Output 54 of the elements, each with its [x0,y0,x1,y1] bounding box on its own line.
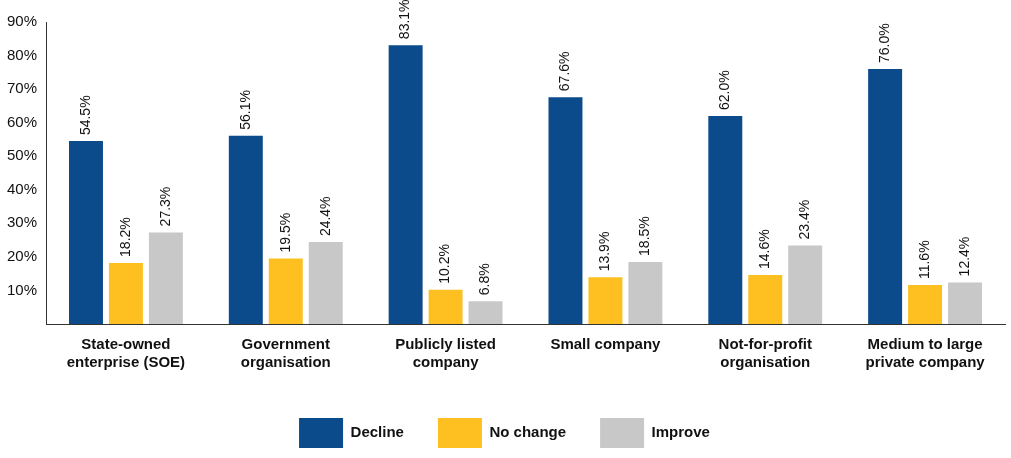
data-label: 56.1% [236,90,253,130]
y-tick-label: 80% [6,45,38,63]
x-tick-label: Not-for-profit organisation [718,335,812,371]
bar [69,141,103,324]
bar [268,258,303,324]
x-tick-label: Government organisation [240,335,331,371]
y-tick-label: 70% [6,79,38,97]
data-label: 62.0% [716,70,733,110]
y-tick-label: 50% [6,146,38,164]
data-label: 27.3% [156,186,173,227]
data-label: 54.5% [76,95,93,136]
bar [708,115,743,324]
bar [428,289,463,324]
x-tick-label: Publicly listed company [395,335,497,371]
data-label: 23.4% [796,199,813,240]
data-label: 19.5% [276,212,293,253]
bar [148,232,183,324]
data-label: 24.4% [316,196,333,237]
legend-label: No change [489,423,567,441]
x-tick-label: Medium to large private company [865,335,986,371]
y-tick-label: 90% [6,12,38,30]
data-label: 6.8% [476,263,493,296]
y-tick-label: 10% [6,280,38,298]
legend-label: Decline [350,423,404,441]
bar [628,261,663,324]
bar [788,245,823,324]
y-tick-label: 60% [6,112,38,130]
x-tick-label: Small company [550,335,662,353]
bar [748,275,783,324]
bar [588,277,623,324]
bar [468,301,503,324]
data-label: 18.5% [636,216,653,256]
data-label: 83.1% [396,0,413,40]
data-label: 76.0% [875,23,892,63]
data-label: 10.2% [436,244,453,284]
bar [228,135,263,324]
data-label: 14.6% [756,229,773,270]
y-tick-label: 40% [6,179,38,197]
legend-label: Improve [651,423,710,441]
bar [948,282,983,324]
data-label: 67.6% [556,51,573,92]
bar [108,262,143,324]
bar [868,68,903,324]
data-label: 13.9% [596,231,613,272]
y-tick-label: 20% [6,247,38,265]
data-label: 11.6% [915,240,932,280]
bar [308,242,343,324]
bar [548,97,583,324]
x-tick-label: State-owned enterprise (SOE) [66,335,186,371]
y-tick-label: 30% [6,213,38,231]
bar [908,285,943,324]
data-label: 12.4% [955,236,972,277]
data-label: 18.2% [116,217,133,257]
bar [388,45,423,324]
